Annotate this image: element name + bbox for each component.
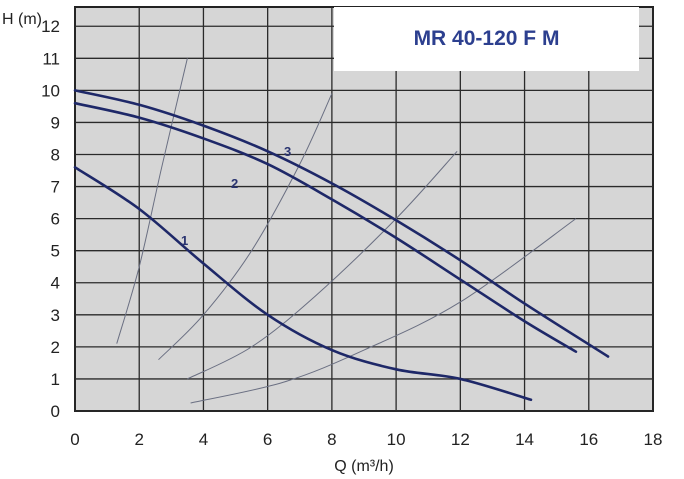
y-tick-label: 3	[51, 306, 60, 325]
y-tick-label: 1	[51, 370, 60, 389]
grid	[74, 7, 654, 412]
x-tick-label: 6	[263, 430, 272, 449]
y-axis-title: H (m)	[2, 11, 42, 28]
y-tick-label: 4	[51, 274, 60, 293]
y-tick-label: 11	[42, 49, 60, 68]
x-tick-label: 12	[451, 430, 470, 449]
x-tick-label: 2	[134, 430, 143, 449]
y-tick-label: 9	[51, 113, 60, 132]
chart-title: MR 40-120 F M	[413, 27, 560, 50]
system-curve-2	[158, 93, 333, 361]
plot-area	[74, 6, 654, 412]
pump-curve-3	[73, 89, 610, 358]
y-tick-label: 6	[51, 210, 60, 229]
y-tick-label: 2	[51, 338, 60, 357]
x-tick-label: 8	[327, 430, 336, 449]
y-tick-label: 5	[51, 242, 60, 261]
system-curves	[116, 58, 577, 404]
curve-label-3: 3	[284, 144, 291, 159]
x-tick-label: 18	[644, 430, 663, 449]
y-tick-label: 0	[51, 402, 60, 421]
x-tick-label: 10	[387, 430, 406, 449]
chart-title-box: MR 40-120 F M	[334, 7, 639, 71]
system-curve-3	[187, 150, 458, 380]
x-tick-label: 4	[199, 430, 208, 449]
pump-curve-2	[73, 101, 578, 353]
system-curve-4	[190, 218, 577, 404]
curve-label-1: 1	[181, 233, 188, 248]
curve-label-2: 2	[231, 176, 238, 191]
system-curve-1	[116, 58, 188, 344]
y-tick-label: 10	[41, 81, 60, 100]
pump-curve-1	[73, 166, 533, 402]
x-tick-labels: 0 2 4 6 8 10 12 14 16 18	[70, 430, 662, 449]
y-tick-label: 7	[51, 178, 60, 197]
pump-curves	[73, 89, 610, 402]
x-tick-label: 16	[579, 430, 598, 449]
y-tick-label: 8	[51, 145, 60, 164]
y-tick-label: 12	[41, 17, 60, 36]
x-axis-title: Q (m³/h)	[334, 458, 394, 475]
x-tick-label: 14	[515, 430, 534, 449]
x-tick-label: 0	[70, 430, 79, 449]
